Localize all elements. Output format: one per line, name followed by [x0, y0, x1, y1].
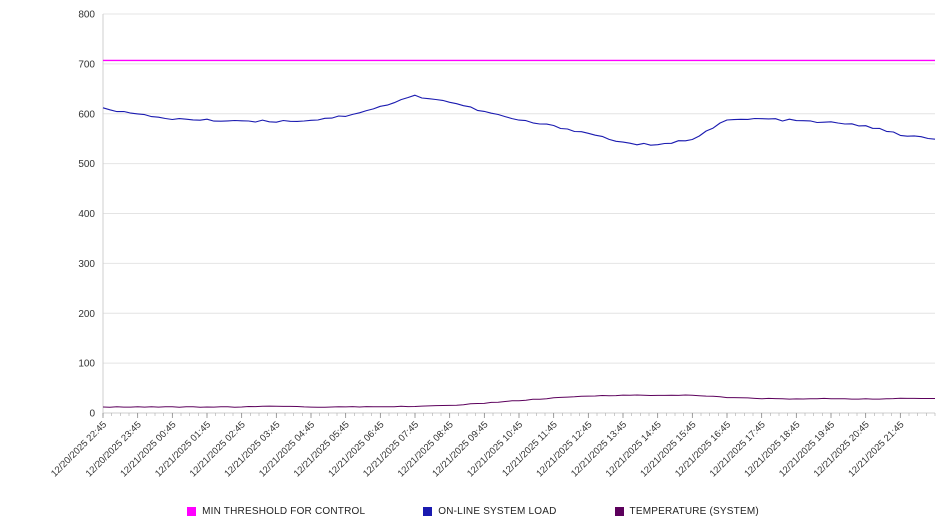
legend-item-system-load: ON-LINE SYSTEM LOAD [423, 506, 556, 517]
y-axis-tick-label: 700 [78, 59, 95, 70]
legend-label-min-threshold: MIN THRESHOLD FOR CONTROL [202, 506, 366, 517]
legend-item-min-threshold: MIN THRESHOLD FOR CONTROL [187, 506, 365, 517]
legend-item-temperature: TEMPERATURE (SYSTEM) [614, 506, 759, 517]
legend-swatch-temperature-icon [614, 507, 624, 516]
series-line-1 [102, 94, 936, 146]
chart-legend: MIN THRESHOLD FOR CONTROL ON-LINE SYSTEM… [0, 506, 946, 517]
legend-label-temperature: TEMPERATURE (SYSTEM) [629, 506, 759, 517]
legend-label-system-load: ON-LINE SYSTEM LOAD [438, 506, 557, 517]
y-axis-tick-label: 200 [78, 309, 95, 320]
y-axis-tick-label: 600 [78, 109, 95, 120]
y-axis-tick-label: 0 [89, 409, 95, 420]
y-axis-tick-label: 400 [78, 209, 95, 220]
series-line-2 [102, 394, 935, 408]
y-axis-tick-label: 300 [78, 259, 95, 270]
y-axis-tick-label: 500 [78, 159, 95, 170]
y-axis-tick-label: 100 [78, 359, 95, 370]
legend-swatch-min-threshold-icon [187, 507, 197, 516]
legend-swatch-system-load-icon [423, 507, 433, 516]
y-axis-tick-label: 800 [78, 10, 95, 21]
